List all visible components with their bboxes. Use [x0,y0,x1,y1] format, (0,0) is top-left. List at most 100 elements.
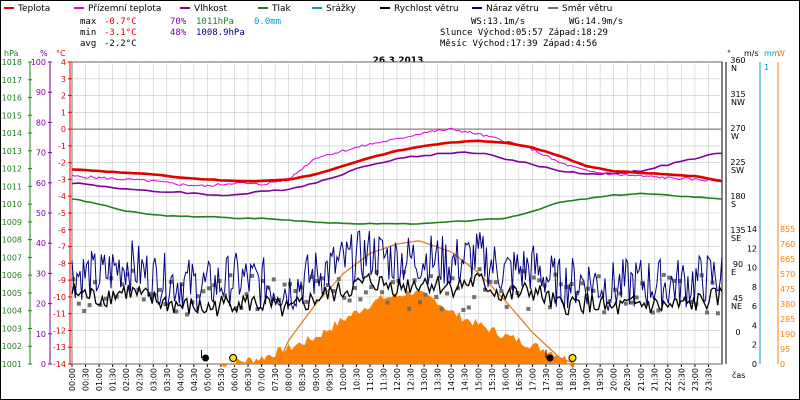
wind-dir-point [260,279,265,283]
axis-label-deg-4: 180 [730,192,745,201]
x-label-29: 14:30 [461,368,470,391]
stat-avg-label: avg [80,39,96,49]
wind-dir-point [206,286,211,291]
wind-dir-point [76,301,81,306]
marker-sunset [568,354,577,362]
chart-title: 26.3.2013 [373,56,424,66]
wind-dir-point [466,305,471,310]
x-label-5: 02:30 [136,368,145,391]
wind-dir-point [618,291,623,296]
wind-dir-point [174,309,179,314]
x-label-47: 23:30 [704,368,713,391]
wind-dir-point [401,270,406,274]
stat-max-label: max [80,17,97,27]
x-label-37: 18:30 [569,368,578,391]
axis-label-hpa-1: 1017 [2,76,22,85]
axis-dir-5: SE [731,234,741,243]
stat-max-temp: -0.7°C [104,17,137,27]
axis-label-hpa-10: 1008 [2,236,22,245]
wind-dir-point [130,268,135,273]
wind-dir-point [499,289,504,294]
stat-min-temp: -3.1°C [104,28,137,38]
wind-dir-point [179,282,184,287]
series-naraz-vetru [71,230,723,311]
axis-label-ww-8: 95 [780,345,790,354]
axis-dir-0: N [731,64,737,73]
legend-label-5: Rychlost větru [394,4,459,14]
wind-dir-point [141,297,146,302]
series-tlak [71,192,723,225]
wind-dir-point [298,285,303,290]
wind-dir-point [678,279,682,283]
x-label-19: 09:30 [325,368,334,391]
x-label-45: 22:30 [677,368,686,391]
x-label-2: 01:00 [95,368,104,391]
legend-label-4: Srážky [326,4,357,14]
stat-min-hum: 48% [170,28,187,38]
axis-label-ww-5: 380 [780,300,795,309]
x-label-27: 13:30 [434,368,443,391]
x-label-21: 10:30 [352,368,361,391]
axis-label-ms-2: 10 [747,264,757,273]
axis-label-hpa-17: 1001 [2,360,22,369]
x-label-16: 08:00 [285,368,294,391]
legend-label-7: Směr větru [562,4,612,14]
wind-dir-point [363,290,368,295]
wind-dir-point [526,306,531,311]
wind-dir-point [634,295,639,300]
stat-max-rain: 0.0mm [254,17,281,27]
wind-dir-point [282,282,287,287]
x-label-42: 21:00 [637,368,646,391]
x-label-30: 15:00 [474,368,483,391]
axis-label-hpa-12: 1006 [2,271,22,280]
axis-dir-4: S [731,200,736,209]
x-label-3: 01:30 [109,368,118,391]
axis-label-degc-17: -13 [53,343,66,352]
axis-label-pct-2: 80 [36,118,46,127]
wind-dir-point [705,310,710,315]
wind-dir-point [325,283,330,287]
marker-moon-rise [546,354,554,362]
axis-dir-2: W [731,132,739,141]
axis-label-degc-5: -1 [58,142,66,151]
wind-dir-point [445,291,450,296]
x-label-17: 08:30 [298,368,307,391]
x-label-7: 03:30 [163,368,172,391]
stat-sun: Slunce Východ:05:57 Západ:18:29 [440,28,608,38]
axis-label-ms-1: 12 [747,244,757,253]
axis-label-degc-14: -10 [53,293,66,302]
axis-label-pct-0: 100 [31,58,46,67]
axis-label-degc-0: 4 [61,58,66,67]
wind-dir-point [358,297,363,302]
wind-dir-point [353,285,357,290]
axis-label-ww-4: 475 [780,285,795,294]
axis-label-ms-4: 6 [752,302,757,311]
wind-dir-point [87,303,92,308]
axis-label-pct-5: 50 [36,209,46,218]
stat-wg: WG:14.9m/s [569,17,623,27]
wind-dir-point [602,310,607,315]
x-label-11: 05:30 [217,368,226,391]
x-label-10: 05:00 [203,368,212,391]
wind-dir-point [407,306,412,311]
wind-dir-point [233,306,238,311]
wind-dir-point [591,288,596,293]
wind-dir-point [580,281,585,286]
wind-dir-point [250,273,255,278]
wind-dir-point [103,296,108,301]
x-label-41: 20:30 [623,368,632,391]
wind-dir-point [385,300,390,305]
axis-label-deg-0: 360 [730,56,745,65]
axis-label-pct-7: 30 [36,269,46,278]
x-label-44: 22:00 [664,368,673,391]
axis-unit-deg: ° [727,49,731,58]
wind-dir-point [293,289,298,293]
x-label-38: 19:00 [583,368,592,391]
axis-label-deg-3: 225 [730,158,745,167]
axis-label-deg-5: 135 [730,226,745,235]
axis-unit-pct: % [40,49,48,58]
axis-label-hpa-7: 1011 [2,182,22,191]
axis-label-pct-9: 10 [36,330,46,339]
axis-dir-1: NW [731,98,745,107]
